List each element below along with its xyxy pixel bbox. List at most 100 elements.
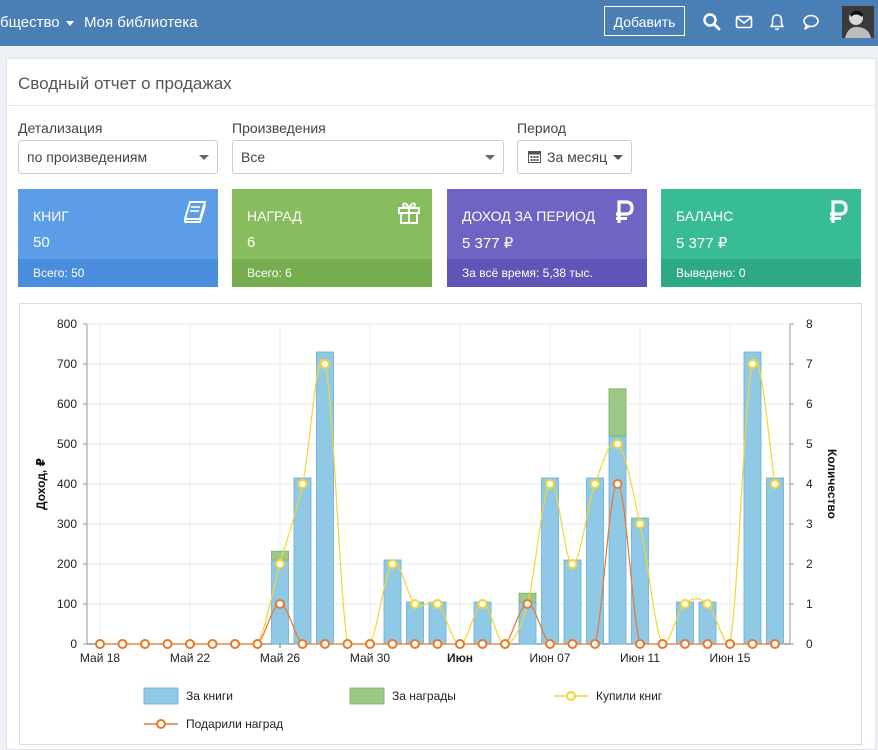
point-gifted-awards — [725, 639, 735, 649]
search-icon[interactable] — [702, 12, 722, 32]
stat-card-income: ДОХОД ЗА ПЕРИОД 5 377 ₽ За всё время: 5,… — [447, 189, 647, 287]
point-gifted-awards — [365, 639, 375, 649]
point-bought-books — [320, 359, 330, 369]
point-gifted-awards — [657, 639, 668, 649]
works-label: Произведения — [232, 120, 326, 136]
y2-tick-label: 3 — [806, 517, 813, 531]
period-button[interactable]: За месяц — [517, 140, 632, 174]
legend-swatch-marker — [156, 719, 166, 729]
stat-awards-footer: Всего: 6 — [232, 259, 432, 287]
point-gifted-awards — [590, 639, 600, 649]
gift-icon — [398, 202, 420, 224]
stat-income-value: 5 377 ₽ — [462, 235, 514, 252]
point-bought-books — [387, 559, 398, 569]
point-bought-books — [297, 479, 308, 489]
point-bought-books — [477, 599, 488, 609]
point-bought-books — [275, 559, 285, 569]
x-tick-label: Июн — [447, 651, 473, 665]
chevron-down-icon — [485, 155, 495, 160]
point-bought-books — [635, 519, 645, 529]
point-bought-books — [567, 559, 578, 569]
calendar-icon — [528, 151, 541, 163]
chat-icon[interactable] — [801, 12, 821, 32]
stat-books-footer: Всего: 50 — [18, 259, 218, 287]
point-gifted-awards — [635, 639, 645, 649]
y2-tick-label: 6 — [806, 397, 813, 411]
x-tick-label: Май 22 — [170, 651, 211, 665]
point-gifted-awards — [252, 639, 263, 649]
book-icon — [184, 201, 206, 223]
stat-income-footer: За всё время: 5,38 тыс. — [447, 259, 647, 287]
x-tick-label: Июн 07 — [530, 651, 571, 665]
point-gifted-awards — [297, 639, 308, 649]
bar-books — [631, 517, 649, 645]
works-select[interactable]: Все — [232, 140, 504, 174]
point-gifted-awards — [522, 599, 533, 609]
mail-icon[interactable] — [734, 12, 754, 32]
stat-books-title: КНИГ — [33, 208, 69, 224]
panel-divider — [7, 105, 875, 106]
bell-icon[interactable] — [767, 12, 787, 32]
avatar-image — [842, 6, 874, 38]
y-axis-title: Доход, ₽ — [34, 458, 48, 510]
bar-awards — [271, 550, 289, 561]
stat-card-books: КНИГ 50 Всего: 50 — [18, 189, 218, 287]
chevron-down-icon — [65, 20, 74, 26]
legend-label: Подарили наград — [186, 717, 283, 731]
y2-axis-title: Количество — [825, 449, 839, 519]
legend-label: Купили книг — [596, 689, 663, 703]
stat-balance-footer: Выведено: 0 — [661, 259, 861, 287]
y-tick-label: 700 — [57, 357, 77, 371]
y-tick-label: 400 — [57, 477, 77, 491]
point-bought-books — [432, 599, 443, 609]
point-gifted-awards — [342, 639, 353, 649]
period-value: За месяц — [547, 149, 608, 165]
nav-my-library-label: Моя библиотека — [84, 14, 198, 31]
y2-tick-label: 4 — [806, 477, 813, 491]
ruble-icon — [616, 200, 634, 223]
nav-community-label: бщество — [0, 14, 60, 31]
bar-books — [293, 477, 312, 645]
x-tick-label: Июн 15 — [710, 651, 751, 665]
point-bought-books — [747, 359, 758, 369]
point-bought-books — [680, 599, 690, 609]
point-gifted-awards — [477, 639, 488, 649]
point-gifted-awards — [207, 639, 218, 649]
y2-tick-label: 5 — [806, 437, 813, 451]
bar-books — [316, 351, 334, 645]
detail-select[interactable]: по произведениям — [18, 140, 218, 174]
point-gifted-awards — [95, 639, 105, 649]
stat-balance-title: БАЛАНС — [676, 208, 734, 224]
y-tick-label: 300 — [57, 517, 77, 531]
avatar[interactable] — [842, 6, 874, 38]
period-label: Период — [517, 120, 567, 136]
point-gifted-awards — [770, 639, 780, 649]
y2-tick-label: 7 — [806, 357, 813, 371]
x-tick-label: Май 30 — [350, 651, 391, 665]
legend-swatch — [143, 687, 179, 705]
point-gifted-awards — [545, 639, 555, 649]
x-tick-label: Май 18 — [80, 651, 121, 665]
nav-community[interactable]: бщество — [0, 14, 74, 31]
stat-books-value: 50 — [33, 234, 50, 251]
stat-awards-value: 6 — [247, 234, 256, 251]
stat-card-balance: БАЛАНС 5 377 ₽ Выведено: 0 — [661, 189, 861, 287]
point-gifted-awards — [455, 639, 465, 649]
point-bought-books — [612, 439, 623, 449]
nav-my-library[interactable]: Моя библиотека — [84, 14, 198, 31]
works-select-value: Все — [241, 149, 266, 165]
point-gifted-awards — [680, 639, 690, 649]
point-gifted-awards — [320, 639, 330, 649]
y-tick-label: 600 — [57, 397, 77, 411]
bar-books — [383, 559, 402, 645]
point-gifted-awards — [432, 639, 443, 649]
y-tick-label: 500 — [57, 437, 77, 451]
sales-chart-container: 0 100 200 300 400 500 600 700 800 0 1 2 3 4 5 6 7 8 Доход,… — [19, 303, 862, 745]
add-button[interactable]: Добавить — [604, 6, 685, 36]
panel-title: Сводный отчет о продажах — [18, 74, 232, 93]
point-gifted-awards — [410, 639, 420, 649]
x-tick-label: Июн 11 — [620, 651, 660, 665]
legend-label: За награды — [392, 689, 456, 703]
point-bought-books — [702, 599, 713, 609]
chevron-down-icon — [199, 155, 209, 160]
